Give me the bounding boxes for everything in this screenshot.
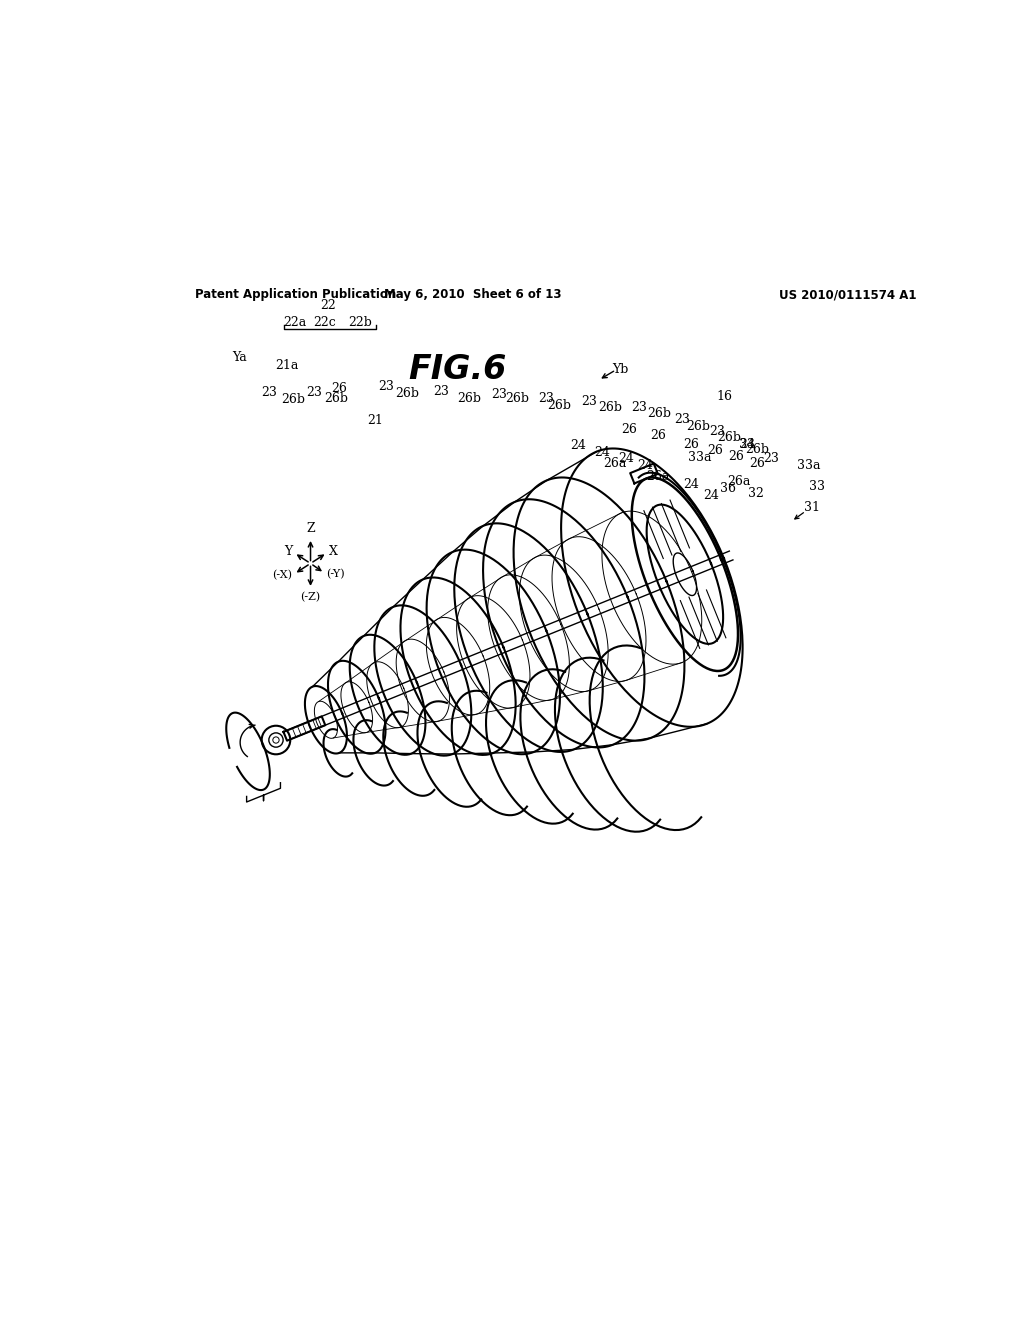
Text: 21a: 21a: [275, 359, 298, 372]
Text: 26b: 26b: [598, 401, 622, 414]
Text: 23: 23: [631, 400, 647, 413]
Text: 24: 24: [638, 459, 653, 473]
Text: Ya: Ya: [231, 351, 247, 363]
Text: Z: Z: [306, 521, 314, 535]
Text: 22: 22: [321, 300, 336, 312]
Text: 23: 23: [582, 395, 597, 408]
Text: FIG.6: FIG.6: [409, 354, 507, 387]
Text: 26: 26: [683, 438, 699, 451]
Text: 23: 23: [709, 425, 725, 438]
Text: 26: 26: [750, 457, 765, 470]
Text: 23: 23: [306, 385, 322, 399]
Text: 24: 24: [618, 453, 634, 465]
Text: 26b: 26b: [686, 420, 710, 433]
Text: 26a: 26a: [646, 470, 670, 483]
Text: 22a: 22a: [283, 315, 306, 329]
Text: US 2010/0111574 A1: US 2010/0111574 A1: [778, 288, 916, 301]
Text: 24: 24: [703, 490, 719, 503]
Text: 26: 26: [708, 445, 723, 457]
Text: 33: 33: [809, 480, 825, 492]
Text: 26b: 26b: [281, 392, 305, 405]
Text: 24: 24: [595, 446, 610, 459]
Text: (-X): (-X): [272, 570, 292, 581]
Text: 33a: 33a: [797, 458, 820, 471]
Text: 26b: 26b: [395, 387, 420, 400]
Text: 22c: 22c: [313, 315, 336, 329]
Text: Yb: Yb: [612, 363, 628, 376]
Text: May 6, 2010  Sheet 6 of 13: May 6, 2010 Sheet 6 of 13: [384, 288, 562, 301]
Text: 21: 21: [368, 414, 384, 428]
Text: 23: 23: [739, 438, 755, 451]
Text: 23: 23: [261, 387, 278, 400]
Text: 26: 26: [650, 429, 666, 442]
Text: 22b: 22b: [348, 315, 373, 329]
Text: (-Z): (-Z): [300, 591, 321, 602]
Text: 24: 24: [683, 478, 699, 491]
Text: 26: 26: [622, 422, 638, 436]
Text: 26b: 26b: [547, 399, 571, 412]
Text: 26a: 26a: [603, 457, 626, 470]
Text: 31: 31: [804, 502, 820, 515]
Text: X: X: [329, 545, 338, 558]
Text: 23: 23: [763, 453, 779, 465]
Text: 16: 16: [717, 391, 733, 404]
Text: 34: 34: [739, 438, 755, 451]
Text: 33a: 33a: [688, 451, 711, 465]
Text: 26b: 26b: [324, 392, 348, 405]
Text: 26b: 26b: [458, 392, 481, 405]
Text: 23: 23: [492, 388, 507, 401]
Text: 36: 36: [720, 482, 736, 495]
Text: 26b: 26b: [647, 407, 671, 420]
Text: 26b: 26b: [745, 444, 769, 457]
Text: 26b: 26b: [717, 430, 740, 444]
Text: 26b: 26b: [505, 392, 528, 405]
Text: (-Y): (-Y): [326, 569, 344, 579]
Text: 24: 24: [570, 438, 586, 451]
Text: 23: 23: [539, 392, 554, 405]
Text: 26: 26: [331, 383, 347, 396]
Text: 32: 32: [748, 487, 764, 500]
Text: 23: 23: [378, 380, 394, 393]
Text: Patent Application Publication: Patent Application Publication: [196, 288, 396, 301]
Text: 26a: 26a: [727, 475, 751, 488]
Text: 23: 23: [674, 413, 690, 426]
Text: 26: 26: [728, 450, 743, 463]
Text: 23: 23: [433, 384, 449, 397]
Text: Y: Y: [284, 545, 292, 558]
